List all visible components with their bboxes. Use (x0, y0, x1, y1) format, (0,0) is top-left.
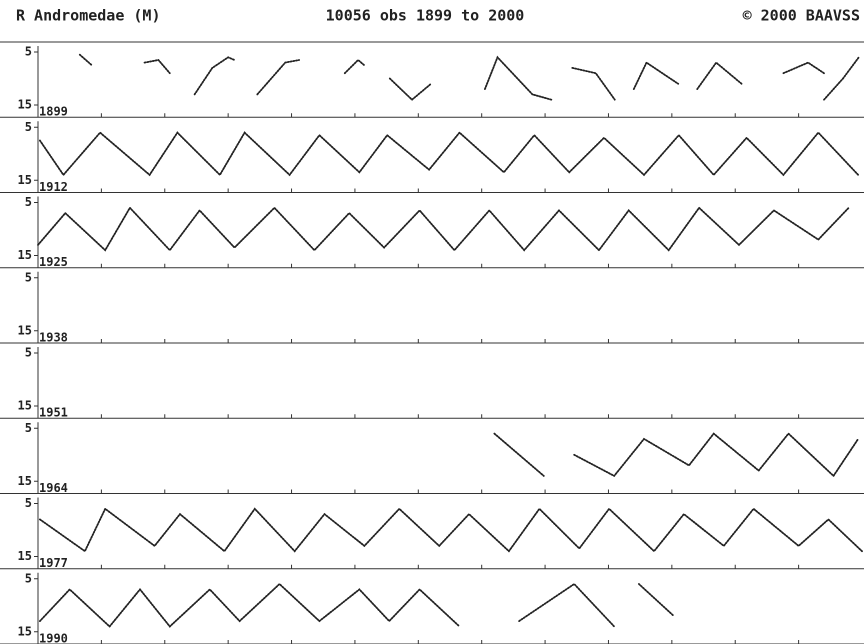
light-curve (388, 77, 432, 101)
light-curve (632, 61, 680, 90)
light-curve (78, 53, 93, 67)
y-tick-label: 15 (18, 173, 32, 187)
light-curve (782, 61, 825, 75)
panel-year: 1951 (39, 406, 68, 420)
panel-year: 1977 (39, 556, 68, 570)
y-tick-label: 5 (25, 496, 32, 510)
panel-year: 1899 (39, 105, 68, 119)
light-curve (638, 583, 675, 617)
chart-title: R Andromedae (M) (16, 7, 161, 25)
light-curve (343, 58, 366, 75)
y-tick-label: 5 (25, 120, 32, 134)
panel-year: 1938 (39, 330, 68, 344)
chart-subtitle: 10056 obs 1899 to 2000 (326, 7, 525, 25)
y-tick-label: 5 (25, 571, 32, 585)
y-tick-label: 15 (18, 248, 32, 262)
panel-year: 1990 (39, 631, 68, 644)
light-curve (696, 61, 743, 90)
light-curve (143, 59, 171, 75)
light-curve (256, 59, 300, 96)
y-tick-label: 5 (25, 270, 32, 284)
light-curve (484, 55, 553, 101)
panel-year: 1964 (39, 481, 68, 495)
light-curve (193, 56, 236, 96)
y-tick-label: 15 (18, 399, 32, 413)
y-tick-label: 15 (18, 549, 32, 563)
light-curve (37, 206, 850, 252)
y-tick-label: 5 (25, 421, 32, 435)
y-tick-label: 15 (18, 624, 32, 638)
light-curve (39, 507, 863, 553)
y-tick-label: 15 (18, 98, 32, 112)
light-curve (493, 432, 545, 477)
y-tick-label: 15 (18, 474, 32, 488)
light-curve (571, 67, 616, 101)
y-tick-label: 15 (18, 323, 32, 337)
panel-year: 1912 (39, 180, 68, 194)
panel-year: 1925 (39, 255, 68, 269)
credit: © 2000 BAAVSS (743, 7, 860, 25)
light-curve (39, 582, 461, 628)
light-curve (518, 582, 616, 628)
y-tick-label: 5 (25, 45, 32, 59)
light-curve (39, 131, 860, 177)
y-tick-label: 5 (25, 195, 32, 209)
light-curve (823, 56, 860, 101)
y-tick-label: 5 (25, 346, 32, 360)
light-curve (573, 432, 860, 478)
